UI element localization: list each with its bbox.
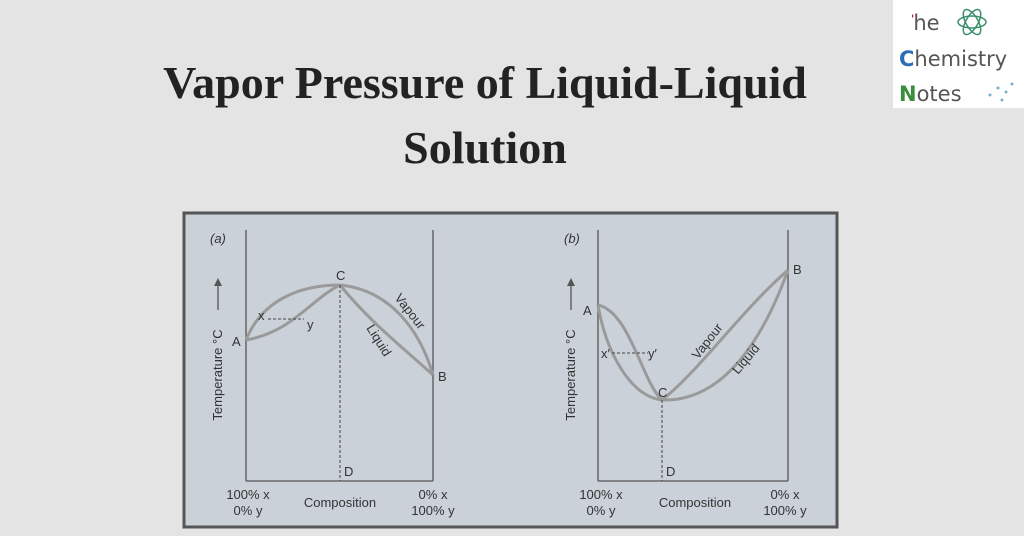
point-label: C [658, 385, 667, 400]
title: Vapor Pressure of Liquid-Liquid [163, 57, 807, 108]
y-axis-label: Temperature °C [210, 329, 225, 420]
tie-label: x′ [601, 346, 611, 361]
point-label: D [344, 464, 353, 479]
point-label: A [232, 334, 241, 349]
x-label: 100% x [579, 487, 623, 502]
x-label: 100% y [411, 503, 455, 518]
panel-a: (a) Temperature °C A B C D x y Vapour Li… [210, 230, 455, 518]
panel-label: (b) [564, 231, 580, 246]
point-label: B [438, 369, 447, 384]
x-label: 100% x [226, 487, 270, 502]
logo-text: Chemistry [899, 47, 1007, 71]
point-label: B [793, 262, 802, 277]
point-label: A [583, 303, 592, 318]
x-axis-label: Composition [659, 495, 731, 510]
title: Solution [403, 122, 567, 173]
logo: The Chemistry Notes [893, 0, 1024, 108]
y-axis-label: Temperature °C [563, 329, 578, 420]
panel-label: (a) [210, 231, 226, 246]
x-label: 100% y [763, 503, 807, 518]
tie-label: y [307, 317, 314, 332]
tie-label: x [258, 308, 265, 323]
tie-label: y′ [648, 346, 658, 361]
x-label: 0% x [419, 487, 448, 502]
point-label: D [666, 464, 675, 479]
x-label: 0% y [234, 503, 263, 518]
diagram-frame [182, 211, 839, 529]
point-label: C [336, 268, 345, 283]
x-label: 0% x [771, 487, 800, 502]
x-label: 0% y [587, 503, 616, 518]
x-axis-label: Composition [304, 495, 376, 510]
logo-text: Notes [899, 82, 962, 106]
